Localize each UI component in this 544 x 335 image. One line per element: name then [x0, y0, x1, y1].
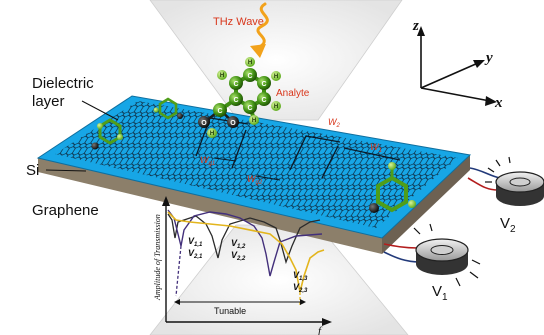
hydrogen-atom-label: H: [210, 131, 214, 137]
dielectric-layer-label-line1: Dielectric: [32, 75, 94, 92]
analyte-label: Analyte: [276, 88, 310, 99]
thz-wave-label: THz Wave: [213, 16, 264, 28]
spectrum-curve-yellow: [167, 211, 325, 293]
v1-label: V1: [432, 283, 448, 303]
hydrogen-atom: [271, 71, 281, 81]
resonance-marker-1: [175, 245, 182, 297]
oxygen-atom-label: O: [230, 120, 236, 127]
carbon-atom-label: C: [261, 97, 266, 104]
spectrum-curve-purple: [167, 209, 323, 277]
si-leader-line: [45, 169, 87, 172]
dielectric-layer-label-line2: layer: [32, 93, 65, 110]
thz-beam: [149, 0, 409, 335]
dielectric-surface: [36, 95, 472, 239]
spectrum-label-3-bottom: V2,3: [293, 282, 308, 294]
spectrum-x-axis-label: f: [318, 325, 323, 335]
hydrogen-atom: [249, 115, 259, 125]
carbon-atom: [213, 103, 227, 117]
carbon-atom-label: C: [247, 73, 252, 80]
hydrogen-atom: [207, 128, 217, 138]
z-axis-label: z: [412, 18, 419, 34]
si-substrate: [38, 155, 470, 254]
tunable-label: Tunable: [214, 306, 246, 316]
x-axis-label: x: [494, 95, 503, 111]
oxygen-atom: [198, 116, 210, 128]
hydrogen-atom-label: H: [248, 60, 252, 66]
carbon-atom: [229, 76, 243, 90]
thz-wave-arrow: [250, 2, 269, 58]
small-molecule-back: [153, 97, 183, 120]
w1-label: W1: [370, 142, 382, 154]
spectrum-curve-black: [167, 213, 321, 265]
w2-label: W2: [328, 117, 341, 129]
carbon-atom-label: C: [217, 108, 222, 115]
analyte-molecule: C C C C C C C O O H H H H H H: [198, 57, 281, 138]
carbon-atom: [257, 92, 271, 106]
small-molecule-right: [369, 162, 416, 213]
carbon-atom: [257, 76, 271, 90]
si-label: Si: [26, 162, 39, 179]
carbon-atom: [243, 68, 257, 82]
wg2-label: Wg2: [247, 174, 263, 186]
dielectric-leader-line: [81, 100, 119, 121]
spectrum-label-2-top: V1,2: [231, 238, 246, 250]
voltage-source-v1: V1: [413, 223, 481, 303]
carbon-atom-label: C: [233, 97, 238, 104]
y-axis-label: y: [484, 50, 493, 66]
wg1-label: Wg1: [200, 155, 215, 167]
spectrum-label-1-bottom: V2,1: [188, 248, 203, 260]
spectrum-label-2-bottom: V2,2: [231, 250, 246, 262]
graphene-label: Graphene: [32, 202, 99, 219]
spectrum-label-3-top: V1,3: [293, 270, 308, 282]
hydrogen-atom-label: H: [220, 73, 224, 79]
hydrogen-atom-label: H: [252, 118, 256, 124]
carbon-atom: [229, 92, 243, 106]
dimension-labels: W2 W1 Wg1 Wg2: [200, 117, 382, 186]
spectrum-label-1-top: V1,1: [188, 236, 203, 248]
carbon-atom: [243, 100, 257, 114]
coordinate-axes: z y x: [412, 18, 503, 111]
hydrogen-atom: [245, 57, 255, 67]
spectrum-y-axis-label: Amplitude of Transmission: [153, 214, 162, 301]
oxygen-atom: [227, 116, 239, 128]
small-molecule-left: [91, 118, 123, 150]
hydrogen-atom: [271, 101, 281, 111]
carbon-atom-label: C: [261, 81, 266, 88]
hydrogen-atom-label: H: [274, 74, 278, 80]
hydrogen-atom: [217, 70, 227, 80]
hydrogen-atom-label: H: [274, 104, 278, 110]
transmission-spectrum: Amplitude of Transmission f Tunable V1,1…: [153, 196, 332, 335]
voltage-source-v2: V2: [485, 156, 544, 235]
carbon-atom-label: C: [247, 105, 252, 112]
v2-label: V2: [500, 215, 516, 235]
oxygen-atom-label: O: [201, 120, 207, 127]
carbon-atom-label: C: [233, 81, 238, 88]
